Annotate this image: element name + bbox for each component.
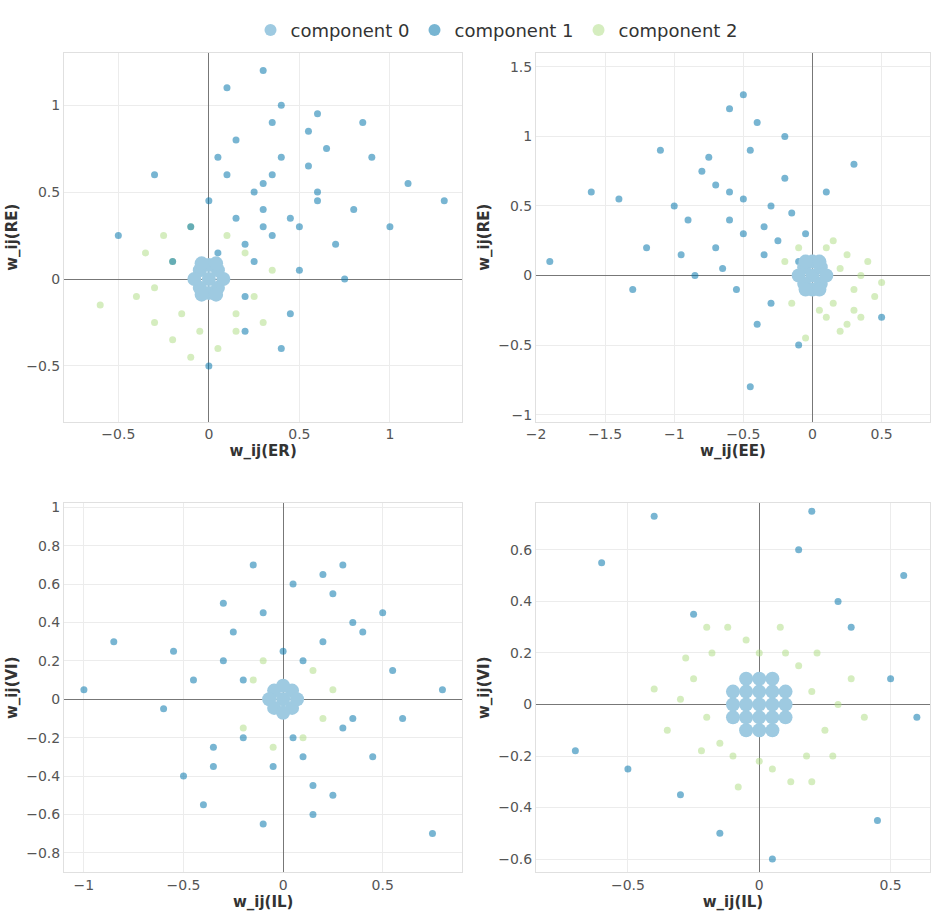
svg-text:−0.6: −0.6	[26, 806, 60, 822]
svg-text:−0.5: −0.5	[101, 426, 135, 442]
svg-text:w_ij(EE): w_ij(EE)	[700, 442, 766, 460]
svg-text:w_ij(RE): w_ij(RE)	[3, 204, 21, 271]
svg-text:0: 0	[51, 691, 60, 707]
svg-text:−0.5: −0.5	[167, 877, 201, 893]
svg-text:1.5: 1.5	[510, 59, 532, 75]
svg-text:−1.5: −1.5	[588, 426, 622, 442]
svg-text:0: 0	[523, 267, 532, 283]
svg-text:w_ij(VI): w_ij(VI)	[475, 656, 493, 719]
svg-text:component 1: component 1	[455, 20, 574, 41]
svg-text:−0.2: −0.2	[498, 748, 532, 764]
svg-text:0: 0	[755, 877, 764, 893]
svg-text:0: 0	[808, 426, 817, 442]
svg-text:0.8: 0.8	[38, 538, 60, 554]
svg-text:w_ij(IL): w_ij(IL)	[703, 893, 764, 911]
svg-text:1: 1	[385, 426, 394, 442]
svg-text:0.4: 0.4	[38, 614, 60, 630]
svg-text:−1: −1	[664, 426, 685, 442]
svg-text:0: 0	[51, 271, 60, 287]
svg-text:−1: −1	[512, 407, 533, 423]
svg-text:0.5: 0.5	[510, 198, 532, 214]
svg-text:−2: −2	[526, 426, 547, 442]
svg-text:0.5: 0.5	[870, 426, 892, 442]
svg-text:0.6: 0.6	[510, 542, 532, 558]
svg-text:−0.5: −0.5	[611, 877, 645, 893]
svg-text:0: 0	[279, 877, 288, 893]
svg-text:w_ij(IL): w_ij(IL)	[233, 893, 294, 911]
svg-text:−0.5: −0.5	[498, 337, 532, 353]
svg-text:1: 1	[51, 97, 60, 113]
svg-text:0.6: 0.6	[38, 576, 60, 592]
svg-text:−0.4: −0.4	[26, 768, 60, 784]
svg-text:−1: −1	[74, 877, 95, 893]
svg-text:0.5: 0.5	[288, 426, 310, 442]
svg-text:w_ij(RE): w_ij(RE)	[475, 204, 493, 271]
svg-text:−0.5: −0.5	[726, 426, 760, 442]
svg-text:component 2: component 2	[619, 20, 738, 41]
svg-text:−0.5: −0.5	[26, 358, 60, 374]
svg-text:0.4: 0.4	[510, 593, 532, 609]
svg-text:w_ij(VI): w_ij(VI)	[3, 656, 21, 719]
svg-text:0: 0	[523, 696, 532, 712]
svg-text:0.5: 0.5	[38, 184, 60, 200]
svg-text:0.5: 0.5	[372, 877, 394, 893]
svg-text:−0.4: −0.4	[498, 799, 532, 815]
svg-text:1: 1	[51, 499, 60, 515]
svg-text:−0.8: −0.8	[26, 845, 60, 861]
svg-text:0.2: 0.2	[38, 653, 60, 669]
svg-text:0.5: 0.5	[879, 877, 901, 893]
svg-text:1: 1	[523, 128, 532, 144]
svg-text:0.2: 0.2	[510, 645, 532, 661]
svg-text:−0.2: −0.2	[26, 730, 60, 746]
svg-text:0: 0	[204, 426, 213, 442]
svg-text:component 0: component 0	[291, 20, 410, 41]
svg-text:w_ij(ER): w_ij(ER)	[230, 442, 297, 460]
svg-text:−0.6: −0.6	[498, 851, 532, 867]
